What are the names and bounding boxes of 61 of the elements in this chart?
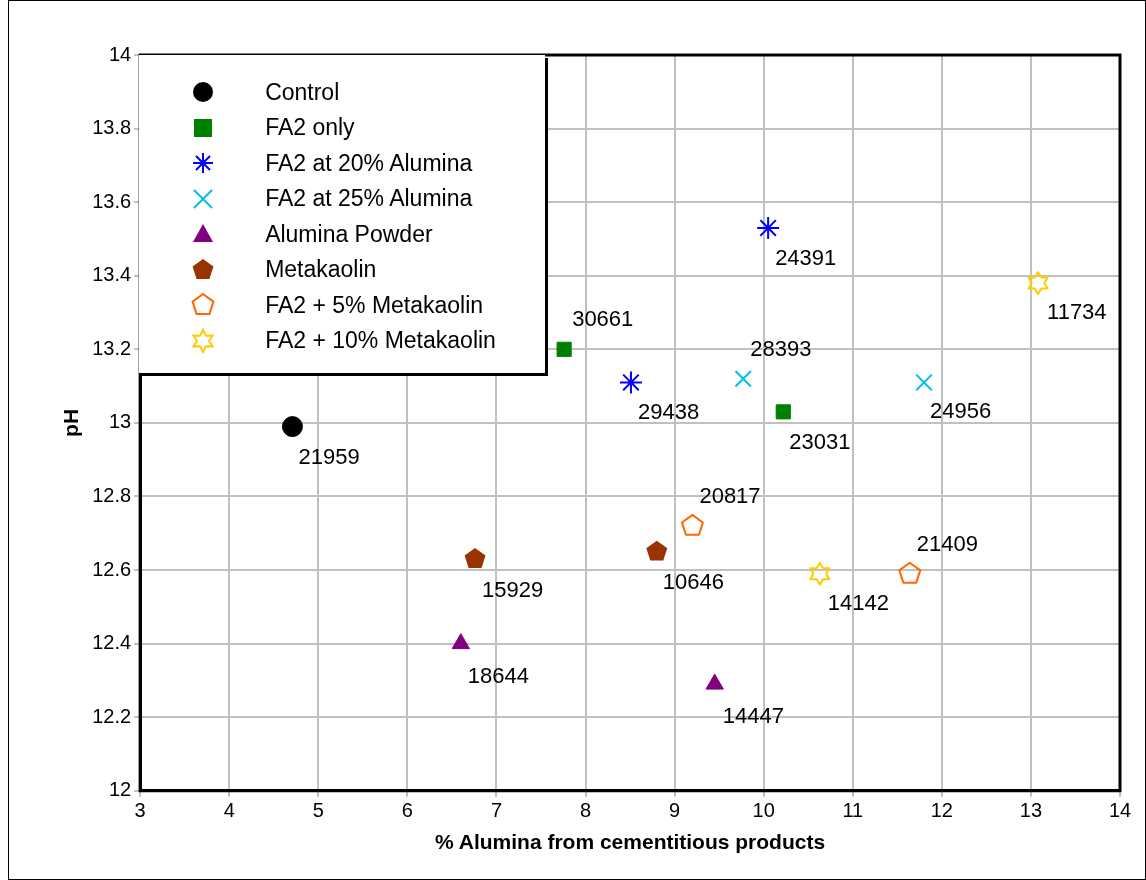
x-tick-label: 10	[752, 799, 775, 822]
point	[556, 341, 572, 357]
y-tick-label: 12.6	[92, 557, 132, 580]
annotation: 29438	[637, 399, 700, 425]
point	[646, 540, 668, 561]
y-tick-label: 12	[108, 778, 132, 801]
legend-label: FA2 + 5% Metakaolin	[265, 291, 484, 319]
x-tick-label: 11	[842, 799, 864, 822]
x-tick-label: 4	[223, 799, 235, 822]
x-tick-label: 3	[134, 799, 146, 822]
point	[809, 561, 831, 586]
legend-label: FA2 at 25% Alumina	[265, 185, 473, 212]
annotation: 15929	[482, 577, 544, 603]
point	[451, 633, 470, 650]
legend-label: Metakaolin	[265, 256, 377, 283]
point	[1027, 271, 1049, 296]
point	[464, 548, 486, 568]
annotation: 18644	[467, 662, 529, 688]
y-tick-label: 13.8	[92, 116, 132, 139]
annotation: 24391	[775, 244, 837, 270]
y-tick-label: 13.4	[92, 263, 132, 286]
x-tick-label: 12	[930, 799, 953, 822]
y-tick-label: 12.4	[92, 631, 132, 654]
x-axis-title: % Alumina from cementitious products	[435, 830, 826, 854]
annotation: 28393	[750, 335, 812, 361]
x-tick-label: 13	[1019, 799, 1043, 822]
y-tick-label: 12.2	[92, 704, 132, 727]
annotation: 14142	[827, 589, 889, 615]
x-tick-label: 9	[669, 799, 681, 822]
annotation: 21409	[916, 530, 978, 556]
x-tick-label: 7	[490, 799, 503, 822]
x-tick-label: 14	[1108, 799, 1132, 822]
annotation: 14447	[722, 703, 784, 729]
point	[898, 561, 922, 584]
x-tick-label: 6	[401, 799, 413, 822]
point	[775, 404, 791, 420]
point	[705, 673, 724, 690]
legend-label: Control	[265, 78, 340, 106]
legend-label: FA2 only	[265, 114, 355, 141]
legend-label: FA2 + 10% Metakaolin	[265, 327, 496, 354]
x-tick-label: 8	[579, 799, 592, 822]
point	[281, 416, 303, 438]
point	[680, 513, 704, 536]
legend-label: FA2 at 20% Alumina	[265, 149, 473, 177]
y-axis-title: pH	[59, 408, 83, 437]
annotation: 23031	[789, 428, 851, 454]
legend-label: Alumina Powder	[265, 220, 433, 248]
annotation: 21959	[298, 443, 360, 469]
annotation: 20817	[699, 482, 761, 508]
y-tick-label: 12.8	[92, 484, 132, 506]
y-tick-label: 14	[108, 42, 132, 65]
y-tick-label: 13.6	[92, 189, 132, 212]
x-tick-label: 5	[312, 799, 324, 822]
y-tick-label: 13.2	[92, 336, 132, 359]
annotation: 11734	[1047, 299, 1107, 325]
point	[734, 369, 752, 388]
y-tick-label: 13	[108, 410, 132, 433]
annotation: 24956	[930, 398, 992, 424]
annotation: 10646	[662, 568, 724, 594]
annotation: 30661	[572, 306, 634, 332]
point	[915, 373, 933, 392]
